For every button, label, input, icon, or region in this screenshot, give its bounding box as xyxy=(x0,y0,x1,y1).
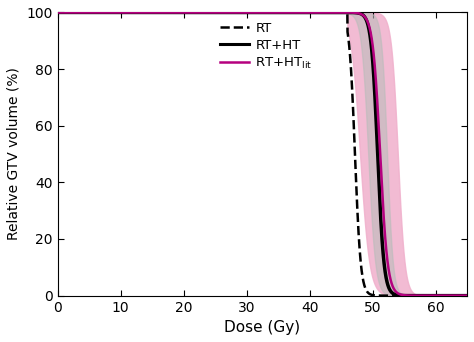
Legend: RT, RT+HT, RT+HT$_{\mathregular{lit}}$: RT, RT+HT, RT+HT$_{\mathregular{lit}}$ xyxy=(220,22,313,71)
X-axis label: Dose (Gy): Dose (Gy) xyxy=(224,320,301,335)
Y-axis label: Relative GTV volume (%): Relative GTV volume (%) xyxy=(7,68,21,240)
